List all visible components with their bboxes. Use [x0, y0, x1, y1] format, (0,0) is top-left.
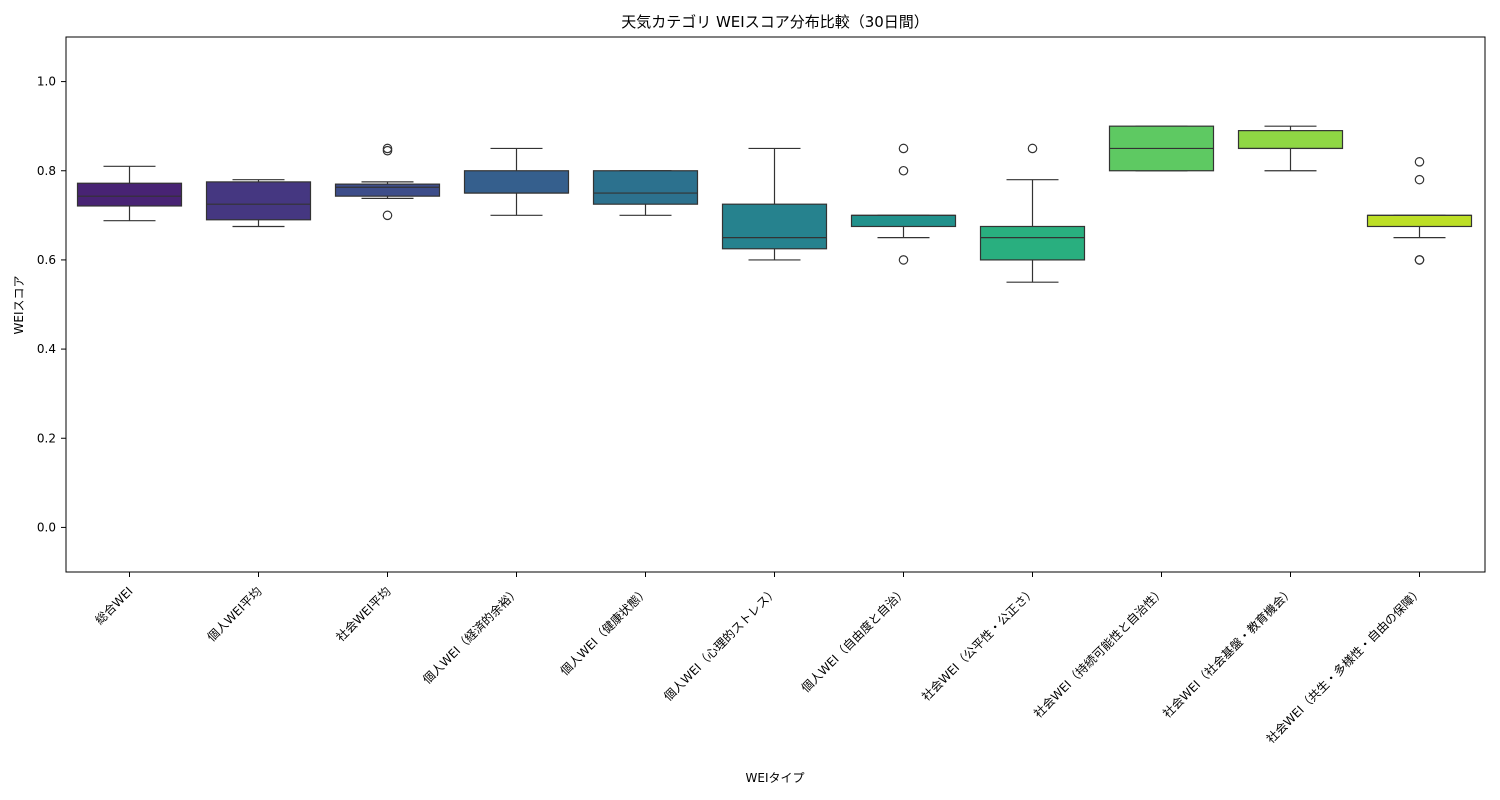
outlier-point [1414, 174, 1425, 185]
y-tick-label: 0.0 [37, 520, 56, 534]
x-tick-label: 個人WEI（経済的余裕） [419, 584, 522, 687]
y-tick-label: 1.0 [37, 75, 56, 89]
x-tick-label: 社会WEI（公平性・公正さ） [918, 584, 1038, 704]
x-tick-label: 総合WEI [92, 584, 136, 628]
box-iqr [1366, 214, 1473, 228]
y-tick-label: 0.2 [37, 431, 56, 445]
box-iqr [1237, 130, 1344, 150]
x-tick-label: 社会WEI平均 [333, 584, 394, 645]
y-tick-label: 0.8 [37, 164, 56, 178]
x-tick-label: 社会WEI（持続可能性と自治性） [1030, 584, 1167, 721]
outlier-point [1414, 157, 1425, 167]
box-series [76, 125, 1473, 283]
box-1 [76, 165, 183, 222]
outlier-point [1414, 255, 1425, 265]
box-7 [850, 143, 957, 265]
box-iqr [76, 182, 183, 207]
x-tick-label: 個人WEI平均 [205, 584, 265, 644]
x-tick-label: 社会WEI（共生・多様性・自由の保障） [1263, 584, 1426, 747]
outlier-point [1027, 143, 1038, 154]
outlier-point [898, 255, 909, 265]
box-6 [721, 147, 828, 261]
y-axis: 0.0 0.2 0.4 0.6 0.8 1.0 [37, 75, 66, 534]
box-iqr [979, 225, 1086, 261]
box-iqr [850, 214, 957, 228]
outlier-point [898, 143, 909, 154]
plot-area-frame [65, 36, 1486, 573]
y-tick-label: 0.6 [37, 253, 56, 267]
box-2 [205, 179, 312, 228]
box-iqr [721, 203, 828, 250]
box-4 [463, 147, 570, 216]
y-axis-label: WEIスコア [12, 276, 26, 335]
box-iqr [592, 170, 699, 205]
x-axis: 総合WEI 個人WEI平均 社会WEI平均 個人WEI（経済的余裕） 個人WEI（健康状… [92, 572, 1426, 746]
box-10 [1237, 125, 1344, 172]
x-tick-label: 個人WEI（健康状態） [557, 584, 652, 679]
box-9 [1108, 125, 1215, 172]
outlier-point [898, 165, 909, 176]
x-tick-label: 個人WEI（心理的ストレス） [660, 584, 780, 704]
box-iqr [463, 170, 570, 194]
box-iqr [334, 183, 441, 197]
box-8 [979, 143, 1086, 283]
outlier-point [382, 210, 393, 221]
box-iqr [205, 181, 312, 221]
outlier-point [382, 145, 393, 156]
x-tick-label: 社会WEI（社会基盤・教育機会） [1159, 584, 1296, 721]
box-3 [334, 143, 441, 221]
chart-title: 天気カテゴリ WEIスコア分布比較（30日間） [621, 13, 929, 31]
x-tick-label: 個人WEI（自由度と自治） [798, 584, 910, 696]
x-axis-label: WEIタイプ [746, 771, 805, 785]
box-11 [1366, 157, 1473, 265]
box-5 [592, 170, 699, 216]
y-tick-label: 0.4 [37, 342, 56, 356]
